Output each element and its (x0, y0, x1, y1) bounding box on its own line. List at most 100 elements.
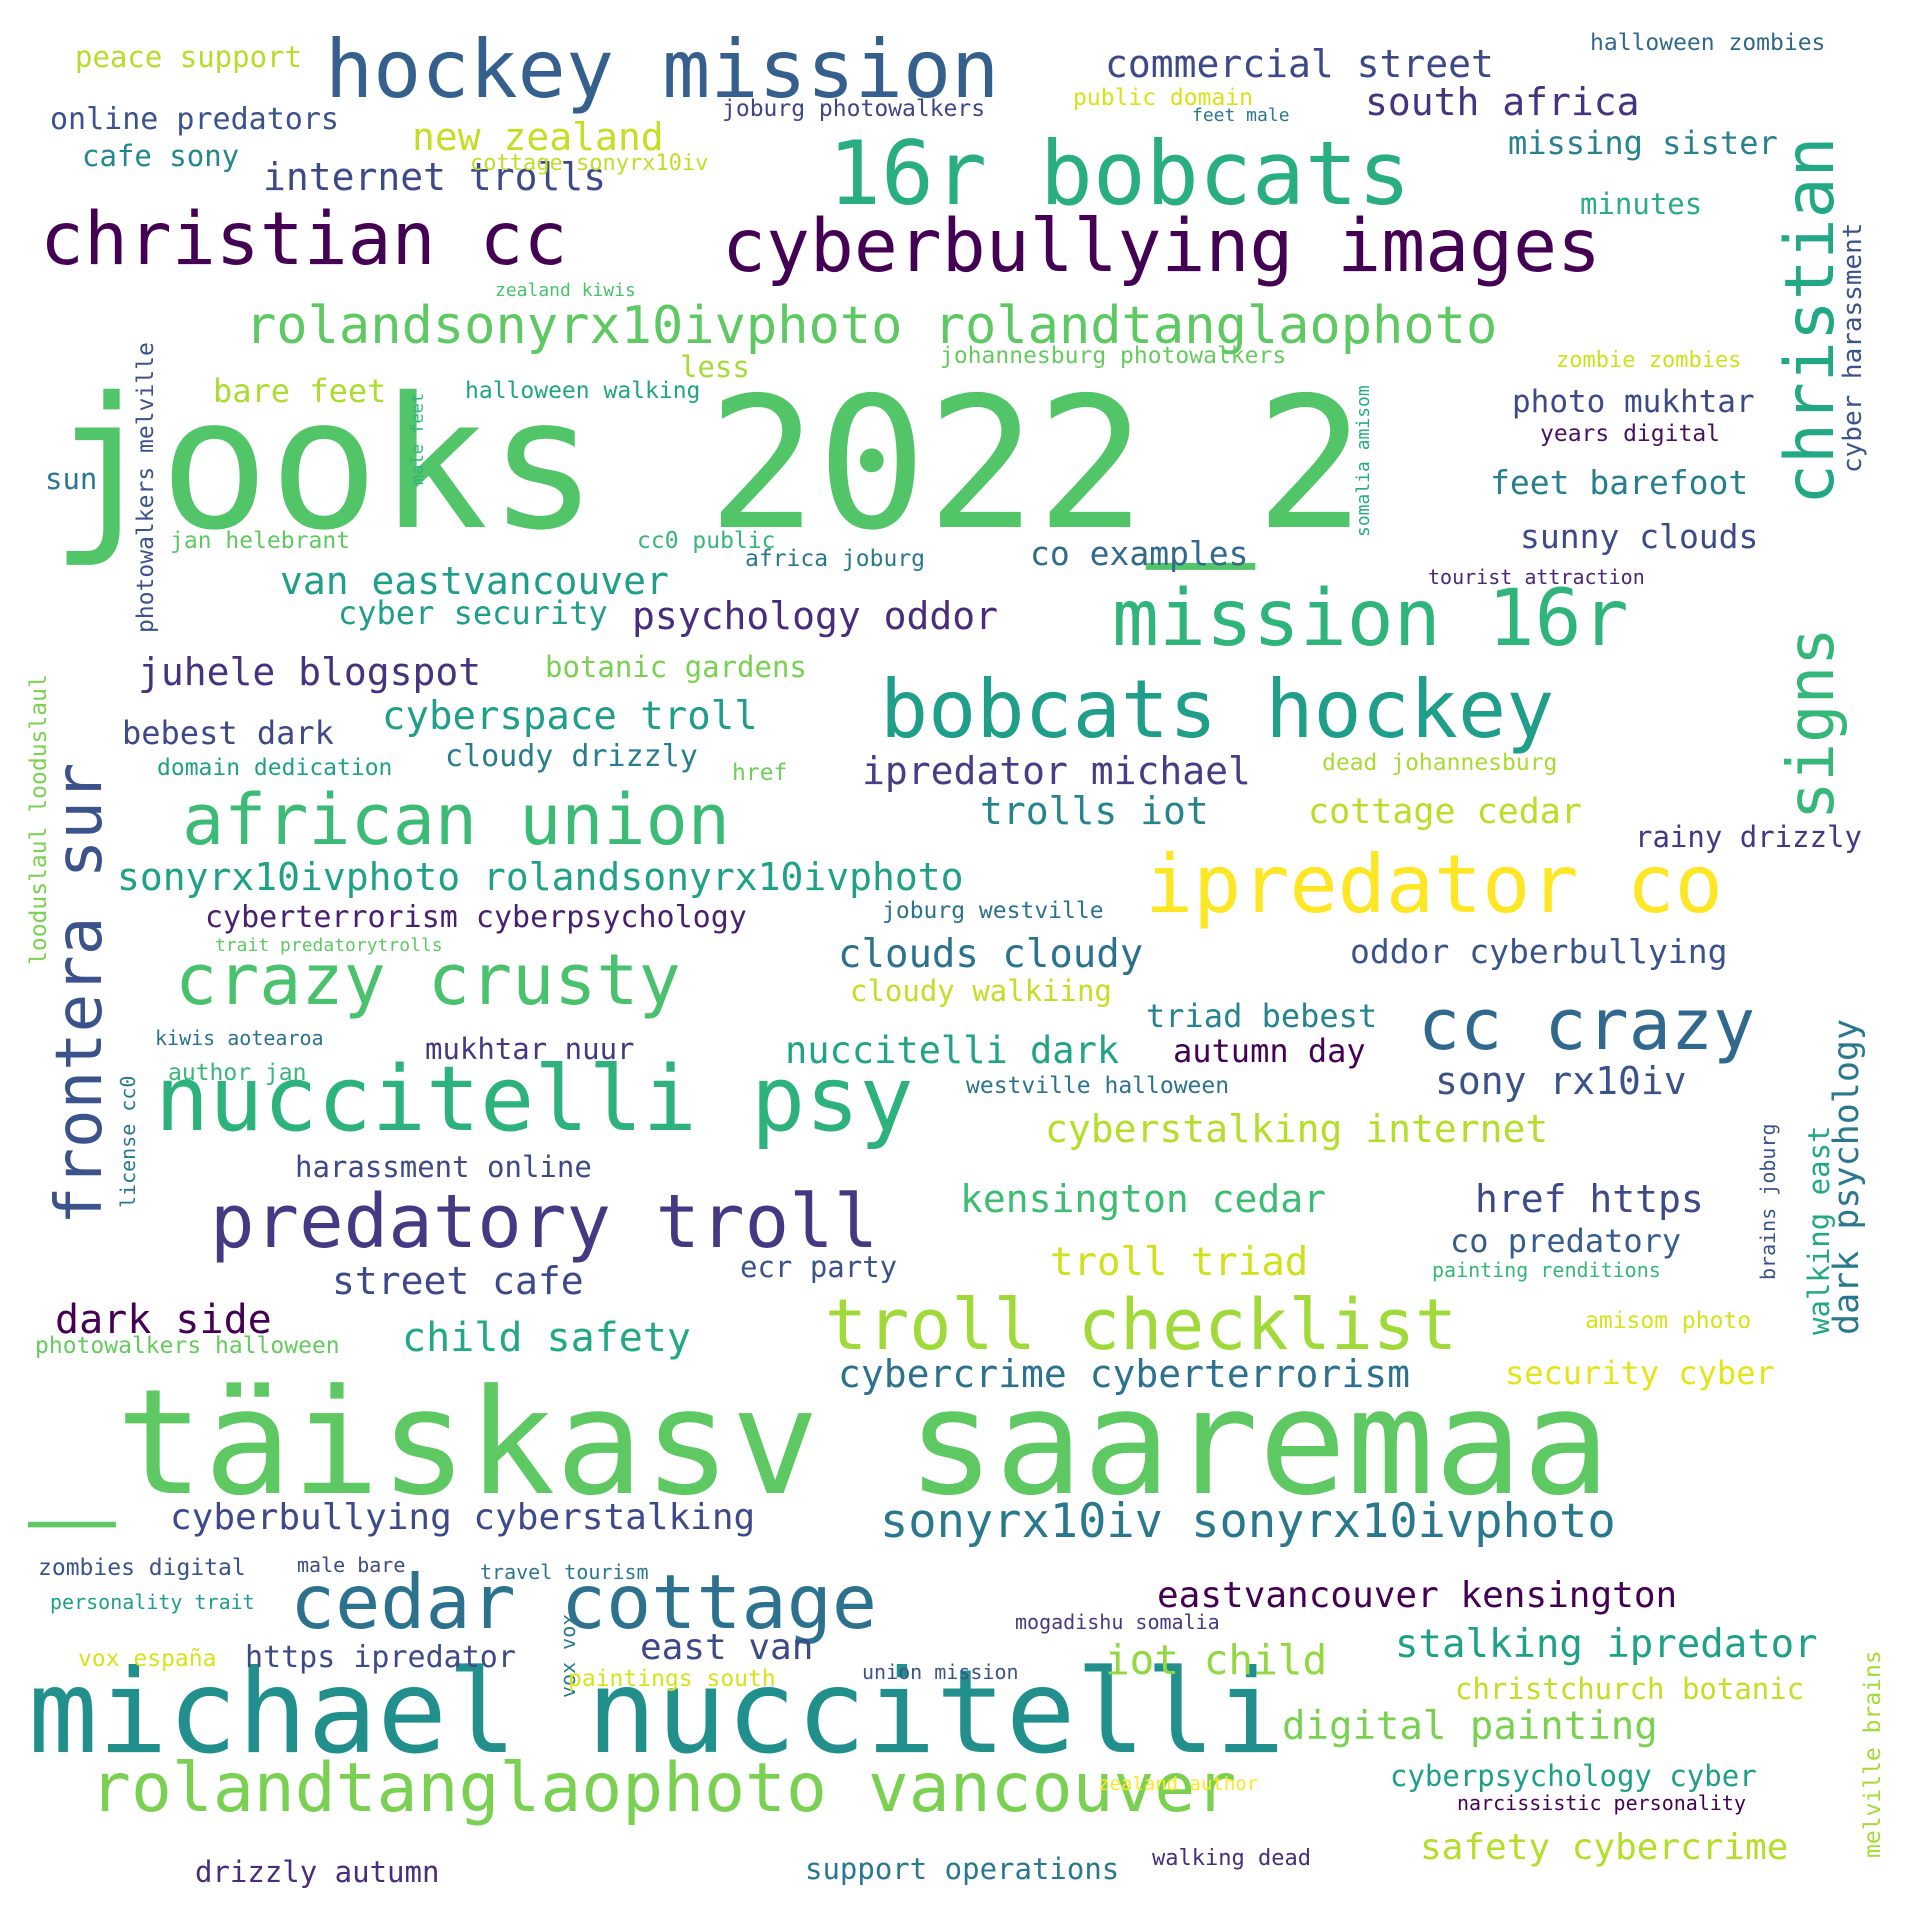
word-signs: signs (1775, 627, 1849, 820)
word-christian-cc: christian cc (40, 197, 568, 282)
word-co-predatory: co predatory (1450, 1222, 1682, 1260)
word-href-https: href https (1475, 1177, 1704, 1221)
word-cyberbullying-images: cyberbullying images (722, 204, 1601, 289)
word-harassment-online: harassment online (295, 1150, 592, 1184)
word-ipredator-michael: ipredator michael (862, 749, 1251, 793)
word-minutes: minutes (1580, 187, 1703, 221)
word-autumn-day: autumn day (1173, 1032, 1366, 1070)
word-trait-predatorytrolls: trait predatorytrolls (215, 935, 443, 956)
word-photo-mukhtar: photo mukhtar (1512, 384, 1755, 420)
word-westville-halloween: westville halloween (966, 1073, 1230, 1099)
word-domain-dedication: domain dedication (157, 755, 393, 781)
word-narcissistic-personality: narcissistic personality (1457, 1791, 1746, 1815)
word-amisom-photo: amisom photo (1585, 1308, 1752, 1334)
word-oddor-cyberbullying: oddor cyberbullying (1350, 932, 1728, 971)
word-street-cafe: street cafe (332, 1259, 584, 1303)
word-cyber-harassment: cyber harassment (1838, 222, 1868, 473)
word-melville-brains: melville brains (1860, 1650, 1886, 1858)
word-walking-east: walking east (1802, 1125, 1836, 1335)
word-predatory-troll: predatory troll (210, 1179, 879, 1265)
word-cyberspace-troll: cyberspace troll (382, 694, 758, 739)
word-bobcats-hockey: bobcats hockey (880, 663, 1555, 756)
word-rainy-drizzly: rainy drizzly (1635, 820, 1862, 854)
word-zealand-kiwis: zealand kiwis (495, 280, 636, 301)
word-online-predators: online predators (50, 102, 339, 137)
word-cyber-security: cyber security (338, 594, 608, 632)
word-zealand-author: zealand author (1098, 1773, 1259, 1795)
word-stalking-ipredator: stalking ipredator (1395, 1622, 1818, 1667)
word-missing-sister: missing sister (1508, 124, 1778, 162)
word-troll-triad: troll triad (1050, 1240, 1309, 1285)
word-author-jan: author jan (168, 1060, 307, 1086)
word-cafe-sony: cafe sony (82, 139, 240, 173)
word-mission-16r: mission 16r (1112, 574, 1629, 664)
word-support-operations: support operations (805, 1852, 1120, 1886)
word-safety-cybercrime: safety cybercrime (1420, 1827, 1789, 1868)
word-digital-painting: digital painting (1282, 1704, 1658, 1749)
word-crazy-crusty: crazy crusty (175, 939, 681, 1021)
word-hockey-mission: hockey mission (325, 23, 1000, 116)
word-mogadishu-somalia: mogadishu somalia (1015, 1610, 1220, 1634)
word-co-examples: co examples (1030, 534, 1249, 573)
word-joburg-westville: joburg westville (882, 898, 1104, 924)
word-cc0-public: cc0 public (637, 528, 776, 554)
word-cyberstalking-internet: cyberstalking internet (1045, 1107, 1549, 1151)
word-halloween-zombies: halloween zombies (1590, 30, 1826, 56)
word-kiwis-aotearoa: kiwis aotearoa (155, 1026, 324, 1050)
word-cottage-cedar: cottage cedar (1308, 792, 1582, 832)
word-kensington-cedar: kensington cedar (960, 1177, 1327, 1221)
word-somalia-amisom: somalia amisom (1353, 385, 1374, 537)
word-botanic-gardens: botanic gardens (545, 650, 807, 684)
word-zombies-digital: zombies digital (38, 1555, 246, 1581)
word-security-cyber: security cyber (1505, 1354, 1775, 1392)
word-van-eastvancouver: van eastvancouver (280, 559, 669, 603)
word-africa-joburg: africa joburg (745, 546, 926, 572)
word-ecr-party: ecr party (740, 1250, 898, 1284)
word-union-mission: union mission (862, 1660, 1019, 1684)
word-tourist-attraction: tourist attraction (1428, 565, 1645, 589)
word-eastvancouver-kensington: eastvancouver kensington (1157, 1575, 1678, 1616)
word-drizzly-autumn: drizzly autumn (195, 1855, 440, 1889)
word-paintings-south: paintings south (568, 1666, 776, 1692)
word-ipredator-co: ipredator co (1145, 838, 1723, 931)
word-personality-trait: personality trait (50, 1590, 255, 1614)
word-taiskasv-saaremaa: _täiskasv saaremaa (28, 1358, 1611, 1528)
word-new-zealand: new zealand (412, 115, 664, 159)
word-rolandtanglaophoto-vancouver: rolandtanglaophoto vancouver (90, 1749, 1237, 1828)
word-https-ipredator: https ipredator (245, 1640, 516, 1675)
word-trolls-iot: trolls iot (980, 789, 1209, 833)
word-rolandsonyrx10ivphoto-rolandtanglaophoto: rolandsonyrx10ivphoto rolandtanglaophoto (245, 296, 1498, 356)
word-east-van: east van (640, 1627, 814, 1668)
word-sonyrx10ivphoto-rolandsonyrx10ivphoto: sonyrx10ivphoto rolandsonyrx10ivphoto (117, 855, 964, 899)
word-cedar-cottage: cedar cottage (290, 1558, 877, 1646)
word-iot-child: iot child (1105, 1636, 1328, 1684)
word-jan-helebrant: jan helebrant (170, 528, 351, 554)
word-nuccitelli-psy: nuccitelli psy (155, 1047, 914, 1152)
word-clouds-cloudy: clouds cloudy (838, 932, 1144, 977)
word-male-feet: male feet (408, 392, 428, 485)
word-walking-dead: walking dead (1152, 1846, 1311, 1871)
word-bare-feet: bare feet (213, 372, 387, 410)
word-frontera-sur: frontera sur (43, 762, 117, 1225)
word-internet-trolls: internet trolls (263, 155, 607, 199)
word-sunny-clouds: sunny clouds (1520, 517, 1759, 556)
word-feet-male: feet male (1192, 105, 1290, 126)
word-sonyrx10iv-sonyrx10ivphoto: sonyrx10iv sonyrx10ivphoto (880, 1494, 1616, 1549)
word-peace-support: peace support (75, 40, 302, 74)
word-photowalkers-halloween: photowalkers halloween (35, 1333, 340, 1359)
word-cloudy-drizzly: cloudy drizzly (445, 739, 698, 774)
word-vox-espana: vox españa (78, 1646, 217, 1672)
word-cyberpsychology-cyber: cyberpsychology cyber (1390, 1759, 1757, 1793)
word-photowalkers-melville: photowalkers melville (133, 342, 159, 633)
word-sony-rx10iv: sony rx10iv (1435, 1059, 1687, 1103)
word-psychology-oddor: psychology oddor (632, 594, 999, 638)
word-christchurch-botanic: christchurch botanic (1455, 1672, 1805, 1706)
word-painting-renditions: painting renditions (1432, 1258, 1661, 1282)
word-dead-johannesburg: dead johannesburg (1322, 750, 1558, 776)
word-triad-bebest: triad bebest (1146, 997, 1378, 1035)
word-jooks-2022-2: jooks 2022_2 (50, 358, 1365, 570)
word-license-cc0: license cc0 (116, 1075, 140, 1208)
word-christian: christian (1771, 136, 1850, 505)
word-johannesburg-photowalkers: johannesburg photowalkers (940, 343, 1287, 369)
word-south-africa: south africa (1365, 80, 1640, 124)
